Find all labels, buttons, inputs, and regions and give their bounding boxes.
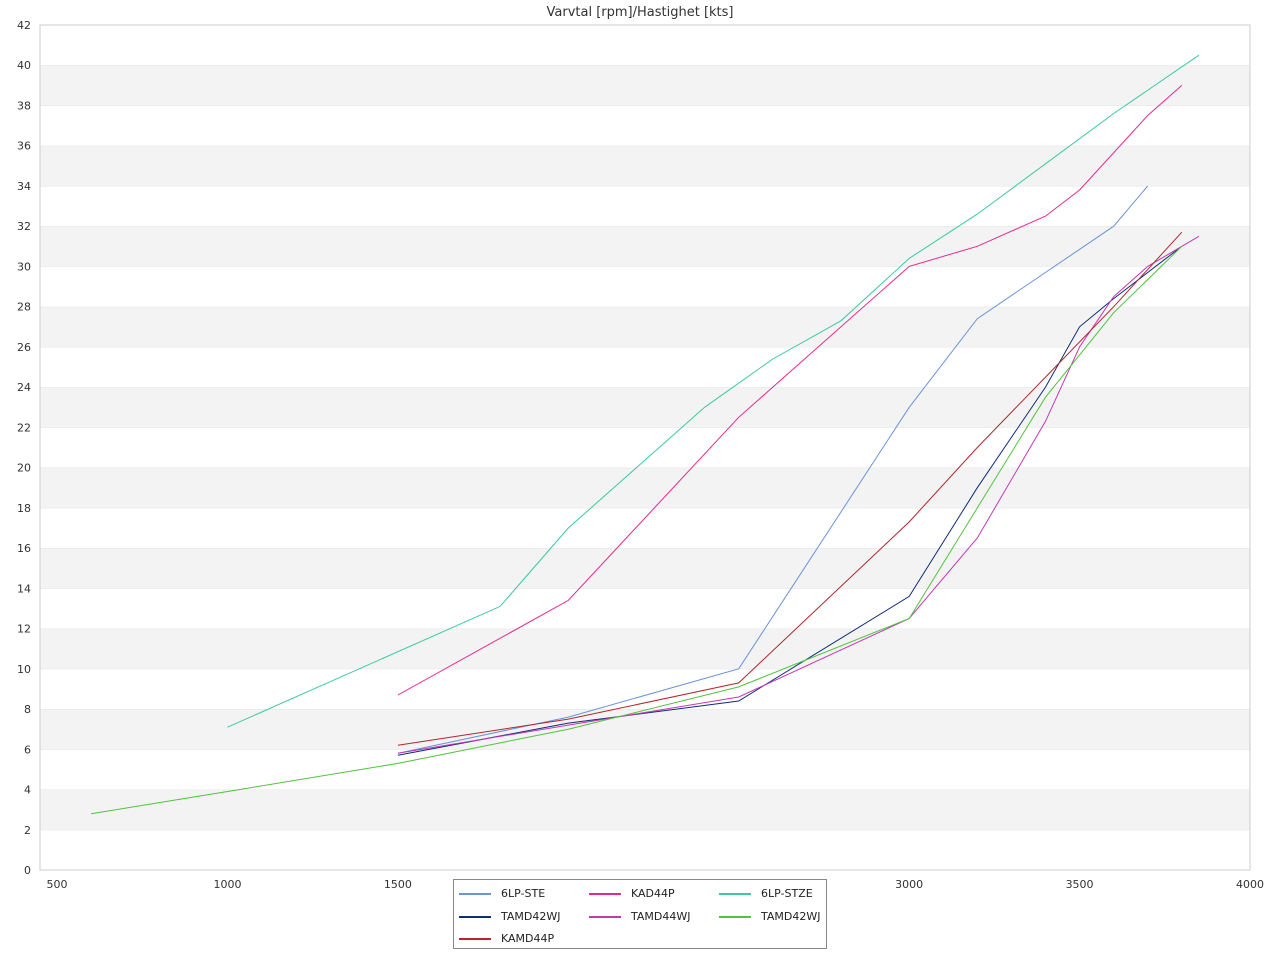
grid-bands [40, 24, 1250, 870]
legend-label: TAMD42WJ [501, 910, 561, 923]
legend-swatch [459, 916, 491, 918]
y-tick-label: 8 [24, 703, 31, 716]
legend-label: KAD44P [631, 887, 675, 900]
grid-band [40, 387, 1250, 428]
grid-band [40, 467, 1250, 508]
y-tick-label: 18 [17, 502, 31, 515]
series-line-6lp-stze [227, 54, 1200, 728]
grid-band [40, 427, 1250, 468]
grid-band [40, 749, 1250, 790]
y-tick-label: 10 [17, 663, 31, 676]
y-tick-label: 34 [17, 180, 31, 193]
series-line-tamd42wj [91, 245, 1183, 815]
y-tick-label: 42 [17, 19, 31, 32]
legend-swatch [719, 893, 751, 895]
y-tick-label: 38 [17, 99, 31, 112]
legend: 6LP-STE KAD44P 6LP-STZE TAMD42WJ TAMD44WJ TAM… [453, 879, 827, 949]
series-line-6lp-ste [397, 185, 1149, 754]
grid-band [40, 266, 1250, 307]
grid-band [40, 548, 1250, 589]
grid-band [40, 829, 1250, 870]
legend-label: TAMD42WJ [761, 910, 821, 923]
series-line-kad44p [397, 85, 1183, 696]
legend-label: TAMD44WJ [631, 910, 691, 923]
grid-band [40, 226, 1250, 267]
y-tick-label: 36 [17, 140, 31, 153]
series-line-tamd44wj [397, 235, 1200, 754]
x-axis: 500 1000 1500 3000 3500 4000 [47, 878, 1264, 891]
legend-swatch [459, 893, 491, 895]
x-tick-label: 3500 [1066, 878, 1094, 891]
y-tick-label: 22 [17, 421, 31, 434]
grid-band [40, 346, 1250, 388]
series-line-kamd44p [397, 231, 1183, 746]
grid-band [40, 306, 1250, 347]
grid-band [40, 25, 1250, 66]
grid-band [40, 65, 1250, 106]
legend-swatch [589, 916, 621, 918]
grid-band [40, 145, 1250, 186]
y-tick-label: 24 [17, 381, 31, 394]
grid-band [40, 628, 1250, 669]
y-tick-label: 6 [24, 743, 31, 756]
grid-band [40, 709, 1250, 750]
y-tick-label: 20 [17, 462, 31, 475]
legend-label: 6LP-STE [501, 887, 546, 900]
y-tick-label: 12 [17, 623, 31, 636]
legend-label: 6LP-STZE [761, 887, 813, 900]
chart-title: Varvtal [rpm]/Hastighet [kts] [547, 5, 734, 20]
y-tick-label: 4 [24, 784, 31, 797]
legend-swatch [459, 938, 491, 940]
grid-band [40, 588, 1250, 629]
x-tick-label: 1000 [213, 878, 241, 891]
y-tick-label: 28 [17, 301, 31, 314]
y-tick-label: 26 [17, 341, 31, 354]
plot-frame [39, 24, 1251, 871]
series-lines [91, 54, 1200, 815]
x-tick-label: 500 [47, 878, 68, 891]
y-tick-label: 40 [17, 59, 31, 72]
legend-swatch [719, 916, 751, 918]
x-tick-label: 4000 [1236, 878, 1264, 891]
legend-swatch [589, 893, 621, 895]
y-tick-label: 30 [17, 260, 31, 273]
x-tick-label: 3000 [895, 878, 923, 891]
y-tick-label: 0 [24, 864, 31, 877]
grid-band [40, 507, 1250, 549]
x-tick-label: 1500 [384, 878, 412, 891]
y-tick-label: 16 [17, 542, 31, 555]
y-tick-label: 32 [17, 220, 31, 233]
legend-label: KAMD44P [501, 932, 555, 945]
grid-band [40, 105, 1250, 146]
y-tick-label: 14 [17, 582, 31, 595]
grid-band [40, 185, 1250, 227]
grid-band [40, 789, 1250, 830]
y-tick-label: 2 [24, 824, 31, 837]
